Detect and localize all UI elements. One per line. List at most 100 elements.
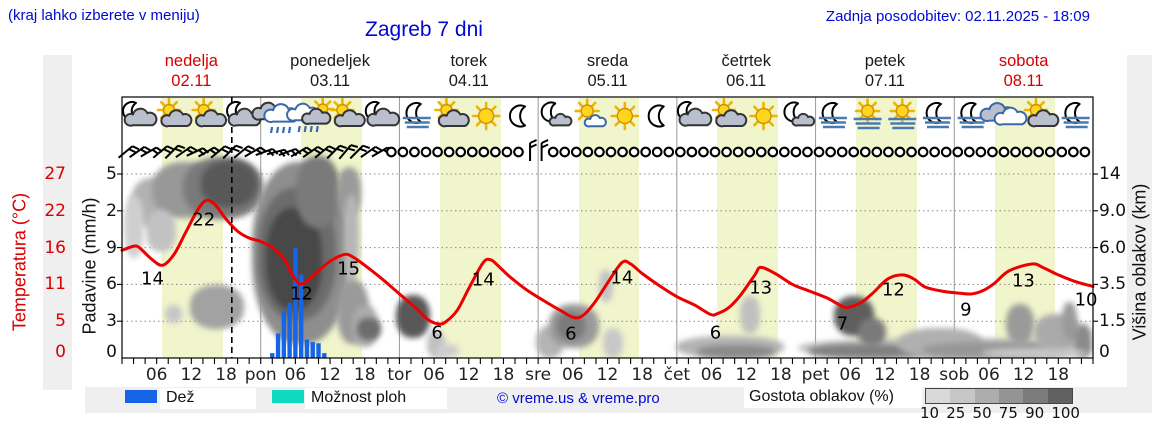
wind-barb-icon <box>255 147 279 157</box>
time-label: 12 <box>319 365 341 385</box>
wind-calm-icon <box>420 146 432 158</box>
temp-value-label: 6 <box>565 323 577 345</box>
day-date: 03.11 <box>310 72 351 90</box>
temp-axis-tick: 0 <box>55 342 66 362</box>
time-label: 12 <box>596 365 619 385</box>
wind-calm-icon <box>929 146 940 158</box>
wind-barb-icon <box>326 144 347 160</box>
scale-label: 25 <box>946 404 966 422</box>
time-label: 12 <box>735 365 758 385</box>
weather-icon-rain-sun <box>286 97 335 133</box>
cloud-density-scale-labels: 10 25 50 75 90 100 <box>920 404 1080 422</box>
wind-calm-icon <box>686 146 698 158</box>
day-name-sobota: sobota <box>998 52 1049 70</box>
weather-icon-rain <box>251 101 299 134</box>
weather-icon-moon-cloud-small <box>783 101 816 127</box>
rain-bar <box>287 302 292 358</box>
day-date: 05.11 <box>587 72 628 90</box>
weather-icon-cloud <box>979 102 1028 126</box>
precip-axis-tick: 9 <box>106 237 117 258</box>
day-abbr-label: čet <box>663 365 691 385</box>
wind-barb-icon <box>117 145 140 159</box>
temp-axis-tick: 5 <box>55 311 66 332</box>
wind-barb-icon <box>338 144 359 160</box>
wind-calm-icon <box>432 146 443 158</box>
wind-calm-icon <box>443 146 455 158</box>
wind-calm-icon <box>813 146 825 158</box>
wind-calm-icon <box>732 146 744 158</box>
cloud-blob <box>1006 304 1034 344</box>
rain-bar <box>322 353 327 358</box>
wind-calm-icon <box>963 146 975 158</box>
weather-icon-sun-cloud <box>711 97 748 128</box>
time-label: 18 <box>908 365 931 385</box>
weather-icon-sun-fog <box>853 98 882 130</box>
cloud-blob <box>808 344 923 358</box>
cloud-blob <box>740 296 760 334</box>
wind-calm-icon <box>1044 146 1056 158</box>
temp-value-label: 14 <box>610 267 634 289</box>
copyright-link[interactable]: © vreme.us & vreme.pro <box>497 390 660 407</box>
time-label: 12 <box>180 365 203 385</box>
wind-barb-icon <box>152 145 174 159</box>
time-label: 06 <box>145 365 168 385</box>
cloud-blob <box>201 161 257 207</box>
wind-barb-icon <box>540 139 549 161</box>
wind-calm-icon <box>513 146 524 158</box>
rain-bar <box>293 247 298 358</box>
rain-legend-label: Dež <box>166 389 195 406</box>
cloud-blob <box>982 348 1087 358</box>
weather-icon-sun-cloud <box>1023 97 1060 128</box>
wind-barb-icon <box>349 144 371 160</box>
showers-legend-label: Možnost ploh <box>311 389 407 406</box>
wind-calm-icon <box>628 146 640 158</box>
cloud-blob <box>190 285 244 329</box>
cloud-density-scale <box>925 388 1073 404</box>
wind-calm-icon <box>651 146 663 158</box>
time-label: 06 <box>978 365 1000 385</box>
rain-bar <box>316 343 321 358</box>
cloud-blob <box>357 318 381 340</box>
temp-value-label: 10 <box>1074 289 1098 311</box>
time-label: 18 <box>492 365 515 385</box>
wind-calm-icon <box>859 146 871 158</box>
wind-calm-icon <box>883 146 894 158</box>
wind-calm-icon <box>698 146 709 158</box>
cloud-axis-tick: 3.5 <box>1099 274 1127 295</box>
day-abbr-label: sre <box>525 365 552 385</box>
time-label: 06 <box>700 365 723 385</box>
time-label: 06 <box>284 365 307 385</box>
temp-value-label: 6 <box>709 322 722 344</box>
temp-value-label: 9 <box>960 299 972 321</box>
wind-calm-icon <box>940 146 952 158</box>
temp-value-label: 12 <box>289 283 313 305</box>
wind-calm-icon <box>790 146 802 158</box>
weather-icon-sun <box>471 101 501 131</box>
wind-calm-icon <box>594 146 605 158</box>
wind-calm-icon <box>559 146 571 158</box>
wind-barb-icon <box>175 145 198 158</box>
weather-icon-moon-cloud-small <box>540 101 573 127</box>
wind-barb-icon <box>186 147 210 157</box>
day-name-ponedeljek: ponedeljek <box>290 52 370 70</box>
weather-icon-moon-fog <box>1061 102 1090 129</box>
wind-calm-icon <box>744 146 756 158</box>
time-label: 12 <box>457 365 480 385</box>
time-label: 12 <box>874 365 896 385</box>
wind-calm-icon <box>802 146 813 158</box>
scale-swatch <box>926 389 951 403</box>
wind-calm-icon <box>409 146 420 158</box>
cloud-density-label-box <box>744 386 922 408</box>
weather-icon-sun-cloud-small <box>574 98 607 128</box>
precip-axis-tick: 6 <box>106 274 117 295</box>
precip-axis-tick: 5 <box>106 164 117 184</box>
scale-label: 90 <box>1025 404 1045 422</box>
wind-calm-icon <box>455 146 467 158</box>
cloud-axis-tick: 0 <box>1099 342 1110 362</box>
time-label: 18 <box>1047 365 1070 385</box>
scale-label: 50 <box>972 404 992 422</box>
weather-icon-sun-cloud <box>156 97 193 128</box>
day-abbr-label: tor <box>387 365 412 385</box>
daylight-band <box>439 98 501 358</box>
